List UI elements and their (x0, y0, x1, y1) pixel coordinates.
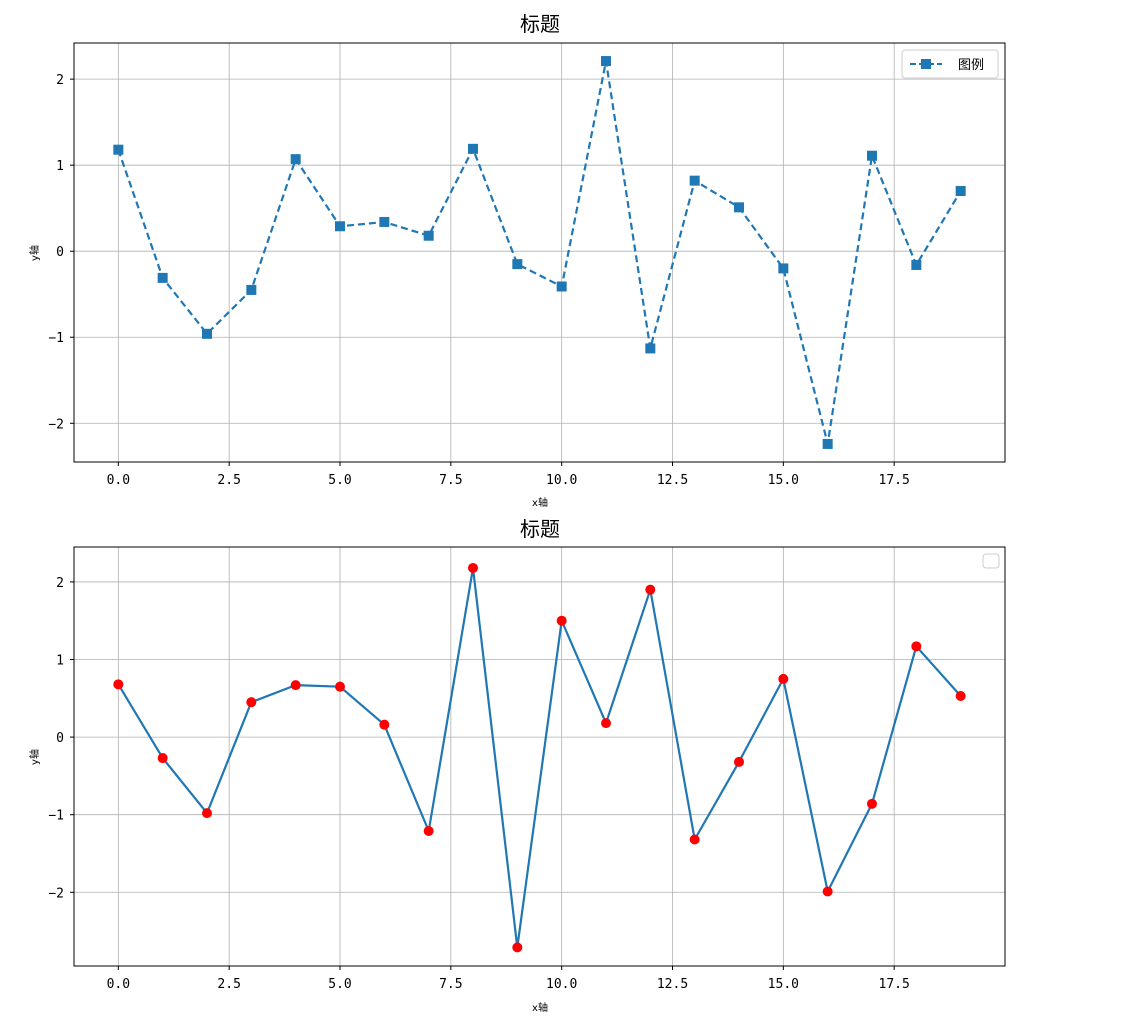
chart-2-title: 标题 (520, 517, 560, 541)
chart-1-data-point (113, 144, 124, 155)
chart-2-data-point (645, 584, 656, 595)
chart-2-data-point (157, 753, 168, 764)
chart-1-x-tick-label: 10.0 (546, 473, 577, 488)
chart-1-data-point (157, 272, 168, 283)
chart-1-plot-area (74, 43, 1005, 462)
chart-1-y-tick-label: −1 (48, 331, 64, 346)
chart-2-data-point (822, 886, 833, 897)
chart-1-legend-marker (921, 59, 931, 69)
chart-1-series (117, 59, 962, 445)
chart-2-series (117, 566, 962, 949)
chart-1-y-axis-label: y轴 (28, 245, 41, 261)
chart-1-x-tick-label: 5.0 (328, 473, 351, 488)
chart-2-x-tick-label: 10.0 (546, 977, 577, 992)
chart-2-legend (982, 553, 1000, 569)
chart-2-y-tick-label: 0 (56, 731, 64, 746)
chart-2-x-tick-label: 12.5 (657, 977, 688, 992)
chart-1-data-point (689, 175, 700, 186)
chart-1-legend: 图例 (901, 49, 999, 79)
chart-1-markers (113, 56, 966, 449)
chart-2-x-axis-label: x轴 (532, 1001, 548, 1014)
chart-1-data-point (246, 284, 257, 295)
chart-2-x-tick-label: 5.0 (328, 977, 351, 992)
chart-1-x-tick-label: 2.5 (217, 473, 240, 488)
chart-2-data-point (290, 680, 301, 691)
chart-1-x-axis-label: x轴 (532, 496, 548, 509)
chart-2-y-ticks: −2 −1 0 1 2 (48, 576, 74, 901)
chart-2-data-point (113, 679, 124, 690)
chart-1-data-point (645, 343, 656, 354)
chart-1-y-ticks: −2 −1 0 1 2 (48, 73, 74, 432)
chart-2-legend-box (982, 553, 1000, 569)
chart-1-data-point (423, 230, 434, 241)
chart-1-data-point (468, 143, 478, 154)
chart-1-data-point (734, 202, 744, 213)
chart-2-x-ticks: 0.0 2.5 5.0 7.5 10.0 12.5 15.0 17.5 (107, 966, 910, 992)
chart-1-legend-label: 图例 (958, 58, 984, 73)
chart-1-grid (74, 43, 1005, 462)
chart-2-data-point (911, 641, 922, 652)
chart-1-data-point (822, 438, 833, 449)
chart-1-data-point (867, 150, 877, 161)
chart-2-data-point (689, 834, 700, 845)
chart-2-plot-area (74, 547, 1005, 966)
chart-2-markers (113, 562, 966, 953)
chart-1-data-point (911, 259, 922, 270)
chart-1-legend-box (901, 49, 999, 79)
chart-2-data-point (734, 756, 744, 767)
chart-2-data-point (379, 719, 390, 730)
chart-1-x-tick-label: 15.0 (768, 473, 799, 488)
chart-2-data-point (246, 697, 257, 708)
chart-2-grid (74, 547, 1005, 966)
chart-2-series-line (117, 566, 962, 949)
chart-2-data-point (468, 562, 478, 573)
chart-2-x-tick-label: 15.0 (768, 977, 799, 992)
chart-1-data-point (290, 154, 301, 165)
chart-2-data-point (556, 615, 567, 626)
chart-2-x-tick-label: 2.5 (217, 977, 240, 992)
chart-1-y-tick-label: 0 (56, 245, 64, 260)
chart-1-x-tick-label: 0.0 (107, 473, 130, 488)
chart-1-title: 标题 (520, 12, 560, 36)
chart-1-data-point (335, 221, 345, 232)
chart-2-x-tick-label: 17.5 (879, 977, 910, 992)
chart-2-data-point (423, 825, 434, 836)
chart-2-y-tick-label: −1 (48, 809, 64, 824)
chart-1-frame (73, 42, 1006, 463)
chart-2-y-tick-label: 2 (56, 576, 64, 591)
chart-1-data-point (202, 328, 212, 339)
chart-1-x-tick-label: 7.5 (439, 473, 462, 488)
chart-1-y-tick-label: 1 (56, 159, 64, 174)
chart-2-x-tick-label: 0.0 (107, 977, 130, 992)
chart-1-data-point (379, 216, 390, 227)
chart-2-frame (73, 546, 1006, 967)
chart-2-data-point (867, 798, 877, 809)
chart-2-data-point (601, 718, 611, 729)
chart-1-data-point (955, 185, 966, 196)
chart-1-series-line (117, 59, 962, 445)
chart-2-data-point (335, 681, 345, 692)
chart-2-y-axis-label: y轴 (28, 749, 41, 765)
chart-1-data-point (601, 56, 611, 67)
chart-1-x-tick-label: 12.5 (657, 473, 688, 488)
chart-2-y-tick-label: 1 (56, 654, 64, 669)
chart-1-data-point (778, 263, 789, 274)
chart-2-data-point (512, 942, 523, 953)
chart-2-data-point (955, 690, 966, 701)
chart-1-x-ticks: 0.0 2.5 5.0 7.5 10.0 12.5 15.0 17.5 (107, 462, 910, 488)
chart-1-y-tick-label: −2 (48, 417, 64, 432)
chart-2-data-point (778, 673, 789, 684)
chart-1-data-point (556, 281, 567, 292)
chart-2-data-point (202, 808, 212, 819)
chart-2-y-tick-label: −2 (48, 886, 64, 901)
chart-2-x-tick-label: 7.5 (439, 977, 462, 992)
chart-1-y-tick-label: 2 (56, 73, 64, 88)
chart-1-x-tick-label: 17.5 (879, 473, 910, 488)
chart-1-data-point (512, 259, 523, 270)
